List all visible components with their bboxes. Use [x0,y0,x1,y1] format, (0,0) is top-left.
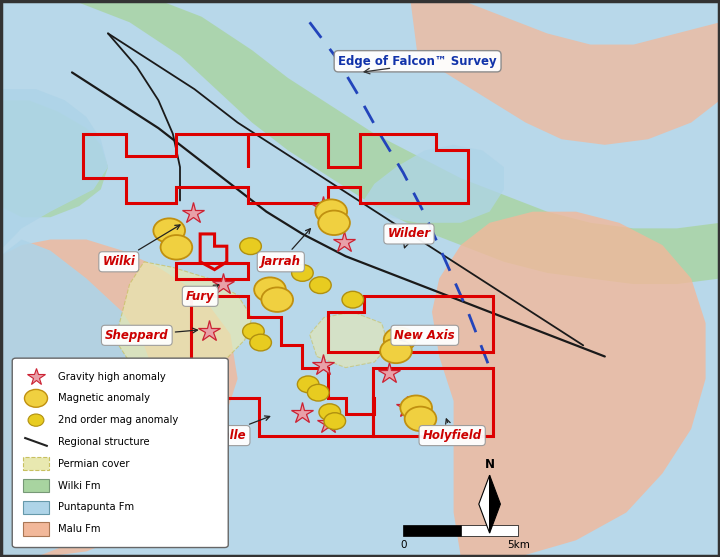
Polygon shape [0,240,238,557]
Circle shape [254,277,286,302]
Polygon shape [0,379,65,446]
Polygon shape [0,240,158,557]
Polygon shape [0,100,108,217]
Text: Regional structure: Regional structure [58,437,149,447]
Circle shape [315,199,347,224]
Circle shape [400,395,432,420]
Circle shape [297,376,319,393]
Text: Wilder: Wilder [387,227,431,248]
Bar [23,501,49,514]
Circle shape [250,334,271,351]
Circle shape [405,407,436,431]
Bar [23,457,49,471]
Bar [23,479,49,492]
Circle shape [153,218,185,243]
Polygon shape [360,145,504,223]
Polygon shape [0,89,108,251]
Text: Permian cover: Permian cover [58,459,129,469]
Text: Wilki Fm: Wilki Fm [58,481,100,491]
FancyBboxPatch shape [12,358,228,548]
Text: Jarrah: Jarrah [261,229,310,268]
Circle shape [319,404,341,421]
Text: Gravity high anomaly: Gravity high anomaly [58,372,166,382]
Circle shape [380,339,412,363]
Text: Edge of Falcon™ Survey: Edge of Falcon™ Survey [338,55,497,68]
Bar [23,522,49,536]
Polygon shape [115,262,252,373]
Polygon shape [490,475,500,533]
Text: Magnetic anomaly: Magnetic anomaly [58,393,150,403]
Circle shape [324,413,346,429]
Polygon shape [432,212,706,557]
Text: New Axis: New Axis [395,329,455,342]
Circle shape [24,389,48,407]
Bar [461,525,518,536]
Bar [403,525,461,536]
Text: 2nd order mag anomaly: 2nd order mag anomaly [58,415,178,425]
Text: 5km: 5km [507,540,530,550]
Circle shape [384,328,415,352]
Polygon shape [72,0,720,284]
Text: Malu Fm: Malu Fm [58,524,100,534]
Polygon shape [410,0,720,145]
Circle shape [342,291,364,308]
Text: Puntapunta Fm: Puntapunta Fm [58,502,134,512]
Text: Fury: Fury [186,285,219,303]
Text: Sheppard: Sheppard [105,328,197,342]
Polygon shape [479,475,490,533]
Circle shape [261,287,293,312]
Polygon shape [310,312,389,368]
Circle shape [307,384,329,401]
Circle shape [240,238,261,255]
Text: N: N [485,458,495,471]
Circle shape [292,265,313,281]
Text: Wilki: Wilki [102,225,180,268]
Text: Holyfield: Holyfield [423,419,482,442]
Circle shape [161,235,192,260]
Circle shape [28,414,44,426]
Text: 0: 0 [400,540,407,550]
Circle shape [243,323,264,340]
Circle shape [310,277,331,294]
Text: Pascalle: Pascalle [193,416,270,442]
Circle shape [318,211,350,235]
